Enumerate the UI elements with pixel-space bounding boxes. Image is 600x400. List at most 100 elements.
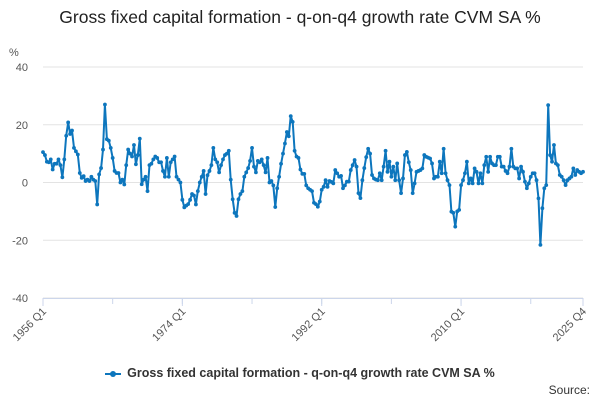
data-point[interactable] (58, 163, 63, 168)
data-point[interactable] (56, 157, 61, 162)
data-point[interactable] (215, 160, 220, 165)
data-point[interactable] (134, 162, 138, 167)
data-point[interactable] (447, 183, 452, 187)
data-point[interactable] (403, 153, 407, 157)
data-point[interactable] (505, 171, 510, 176)
data-point[interactable] (298, 167, 303, 172)
data-point[interactable] (180, 197, 185, 202)
data-point[interactable] (74, 149, 78, 154)
data-point[interactable] (555, 163, 560, 168)
data-point[interactable] (211, 145, 216, 150)
data-point[interactable] (176, 177, 181, 182)
data-point[interactable] (325, 184, 330, 189)
data-point[interactable] (60, 175, 65, 180)
data-point[interactable] (463, 171, 467, 176)
data-point[interactable] (159, 160, 163, 165)
data-point[interactable] (315, 204, 320, 209)
data-point[interactable] (207, 169, 212, 173)
data-point[interactable] (360, 178, 365, 183)
data-point[interactable] (435, 174, 440, 179)
data-point[interactable] (486, 169, 491, 174)
data-point[interactable] (89, 174, 94, 179)
data-point[interactable] (145, 189, 150, 194)
data-point[interactable] (41, 150, 45, 155)
data-point[interactable] (163, 174, 167, 179)
data-point[interactable] (461, 178, 465, 183)
data-point[interactable] (77, 171, 82, 175)
data-point[interactable] (97, 172, 102, 177)
data-point[interactable] (224, 151, 229, 156)
data-point[interactable] (408, 168, 413, 172)
data-point[interactable] (375, 178, 380, 183)
data-point[interactable] (254, 170, 258, 175)
data-point[interactable] (139, 182, 144, 187)
data-point[interactable] (523, 179, 527, 184)
data-point[interactable] (397, 178, 402, 183)
data-point[interactable] (232, 210, 237, 215)
data-point[interactable] (54, 161, 59, 166)
data-point[interactable] (358, 196, 363, 200)
data-point[interactable] (174, 174, 179, 179)
data-point[interactable] (132, 143, 136, 147)
data-point[interactable] (236, 197, 241, 202)
data-point[interactable] (559, 174, 564, 179)
data-point[interactable] (209, 163, 214, 168)
data-point[interactable] (366, 146, 371, 151)
data-point[interactable] (217, 170, 222, 175)
data-point[interactable] (226, 148, 231, 153)
data-point[interactable] (161, 169, 165, 173)
data-point[interactable] (66, 120, 71, 125)
data-point[interactable] (441, 146, 446, 151)
data-point[interactable] (472, 166, 477, 171)
data-point[interactable] (257, 160, 262, 165)
data-point[interactable] (128, 151, 132, 156)
data-point[interactable] (205, 173, 210, 178)
data-point[interactable] (106, 138, 111, 143)
data-point[interactable] (43, 153, 47, 157)
data-point[interactable] (323, 178, 328, 183)
data-point[interactable] (430, 161, 434, 166)
data-point[interactable] (544, 183, 549, 187)
data-point[interactable] (542, 186, 547, 191)
data-point[interactable] (412, 181, 417, 186)
data-point[interactable] (265, 156, 270, 160)
data-point[interactable] (536, 196, 541, 201)
data-point[interactable] (497, 154, 502, 159)
data-point[interactable] (279, 161, 283, 166)
data-point[interactable] (149, 161, 154, 166)
data-point[interactable] (410, 191, 415, 196)
data-point[interactable] (304, 183, 309, 188)
data-point[interactable] (120, 177, 125, 182)
data-point[interactable] (168, 160, 173, 165)
data-point[interactable] (383, 148, 388, 153)
data-point[interactable] (507, 164, 512, 169)
data-point[interactable] (103, 102, 107, 107)
data-point[interactable] (526, 181, 531, 186)
data-point[interactable] (64, 133, 69, 138)
data-point[interactable] (470, 181, 475, 186)
data-point[interactable] (192, 193, 196, 198)
data-point[interactable] (377, 171, 382, 176)
data-point[interactable] (476, 181, 481, 186)
data-point[interactable] (219, 163, 223, 168)
data-point[interactable] (453, 224, 458, 229)
data-point[interactable] (81, 174, 86, 179)
data-point[interactable] (143, 174, 148, 179)
data-point[interactable] (466, 181, 471, 186)
data-point[interactable] (288, 114, 293, 118)
data-point[interactable] (310, 189, 314, 194)
data-point[interactable] (488, 154, 492, 159)
data-point[interactable] (484, 154, 489, 159)
data-point[interactable] (203, 192, 208, 196)
data-point[interactable] (283, 141, 287, 146)
data-point[interactable] (387, 159, 392, 164)
data-point[interactable] (275, 186, 280, 191)
data-point[interactable] (480, 181, 485, 186)
data-point[interactable] (335, 171, 340, 176)
data-point[interactable] (296, 156, 301, 160)
data-point[interactable] (110, 156, 115, 160)
data-point[interactable] (519, 164, 523, 169)
data-point[interactable] (381, 164, 386, 169)
data-point[interactable] (515, 166, 520, 171)
data-point[interactable] (302, 171, 307, 176)
